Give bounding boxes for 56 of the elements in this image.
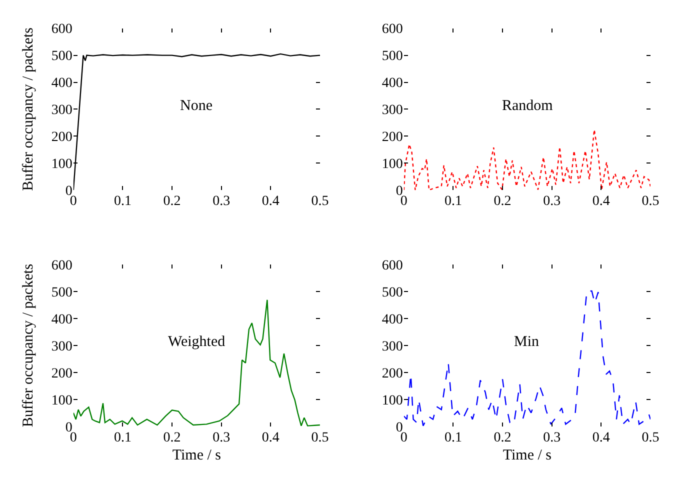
y-axis-title: Buffer occupancy / packets xyxy=(20,27,37,191)
x-tick-label: 0.1 xyxy=(444,194,462,210)
x-tick-label: 0.5 xyxy=(642,430,660,446)
x-tick-label: 0.5 xyxy=(642,194,660,210)
y-tick-label: 400 xyxy=(382,312,403,328)
y-tick-label: 200 xyxy=(51,366,72,382)
y-tick-label: 300 xyxy=(51,339,72,354)
y-tick-label: 300 xyxy=(51,103,72,118)
y-tick-label: 100 xyxy=(51,157,72,172)
y-tick-label: 200 xyxy=(382,366,403,382)
x-tick-label: 0.3 xyxy=(212,194,230,210)
y-tick-label: 400 xyxy=(51,76,72,92)
x-axis-title: Time / s xyxy=(172,447,222,464)
x-tick-label: 0.2 xyxy=(494,430,512,446)
x-tick-label: 0.3 xyxy=(212,430,230,446)
y-tick-label: 600 xyxy=(382,22,403,38)
y-tick-label: 600 xyxy=(51,258,72,274)
y-tick-label: 500 xyxy=(51,285,72,300)
text: Random xyxy=(502,98,554,114)
y-tick-label: 400 xyxy=(382,76,403,92)
text: None xyxy=(180,98,213,114)
y-tick-label: 300 xyxy=(382,103,403,118)
y-tick-label: 100 xyxy=(382,157,403,172)
x-tick-label: 0.4 xyxy=(592,430,610,446)
x-tick-label: 0.1 xyxy=(444,430,462,446)
x-tick-label: 0.1 xyxy=(114,194,132,210)
y-tick-label: 100 xyxy=(51,393,72,408)
text: Weighted xyxy=(168,334,226,350)
y-tick-label: 600 xyxy=(51,22,72,38)
x-tick-label: 0.3 xyxy=(543,430,561,446)
x-tick-label: 0.1 xyxy=(114,430,132,446)
y-axis-title: Buffer occupancy / packets xyxy=(20,264,37,428)
y-tick-label: 500 xyxy=(51,49,72,64)
x-tick-label: 0.2 xyxy=(163,194,181,210)
y-tick-label: 300 xyxy=(382,339,403,354)
x-tick-label: 0.2 xyxy=(494,194,512,210)
x-axis-title: Time / s xyxy=(502,447,552,464)
x-tick-label: 0.3 xyxy=(543,194,561,210)
line-series xyxy=(404,290,650,426)
x-tick-label: 0.5 xyxy=(311,430,329,446)
x-tick-label: 0.4 xyxy=(262,430,280,446)
y-tick-label: 400 xyxy=(51,312,72,328)
y-tick-label: 600 xyxy=(382,258,403,274)
x-tick-label: 0.4 xyxy=(262,194,280,210)
y-tick-label: 500 xyxy=(382,285,403,300)
y-tick-label: 200 xyxy=(51,130,72,146)
text: Min xyxy=(514,334,540,350)
y-tick-label: 200 xyxy=(382,130,403,146)
x-tick-label: 0.4 xyxy=(592,194,610,210)
y-tick-label: 100 xyxy=(382,393,403,408)
x-tick-label: 0.2 xyxy=(163,430,181,446)
line-series xyxy=(404,129,650,190)
line-series xyxy=(73,299,320,426)
line-series xyxy=(73,53,320,190)
y-tick-label: 500 xyxy=(382,49,403,64)
x-tick-label: 0.5 xyxy=(311,194,329,210)
